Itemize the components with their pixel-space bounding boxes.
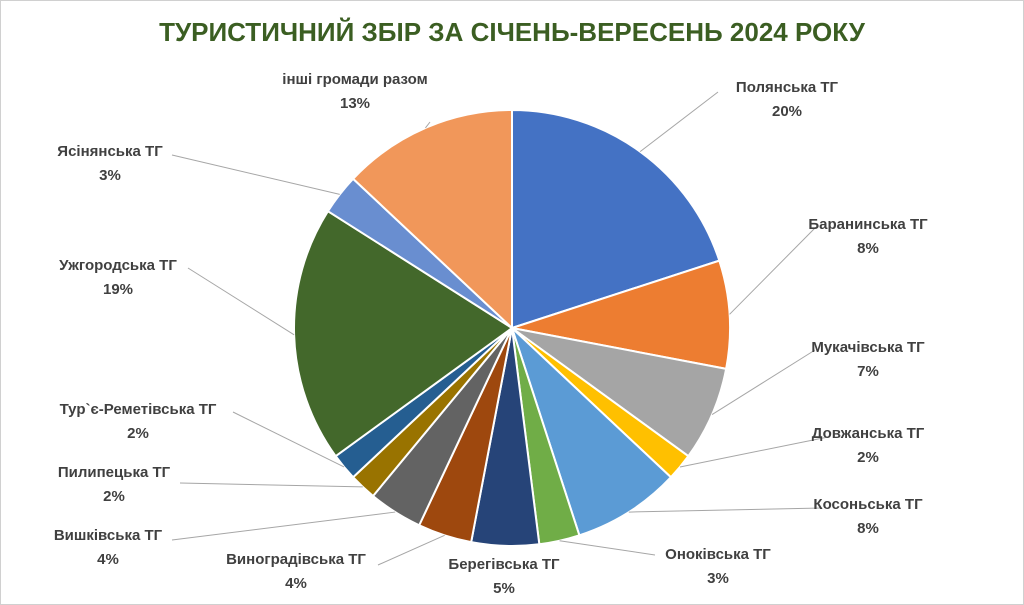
leader-line	[187, 267, 295, 336]
leader-line	[425, 121, 431, 129]
pie-slice	[351, 108, 513, 331]
slice-label: Оноківська ТГ	[665, 546, 771, 563]
slice-value-label: 13%	[340, 95, 370, 112]
slice-value-label: 2%	[127, 425, 149, 442]
slice-value-label: 4%	[97, 551, 119, 568]
slice-label: Баранинська ТГ	[808, 216, 928, 233]
slice-value-label: 19%	[103, 281, 133, 298]
slice-value-label: 8%	[857, 240, 879, 257]
pie-slice	[293, 209, 514, 458]
slice-label: Довжанська ТГ	[812, 425, 925, 442]
slice-value-label: 2%	[103, 488, 125, 505]
leader-line	[179, 482, 363, 488]
leader-line	[171, 511, 396, 541]
pie-slice	[511, 259, 731, 371]
slice-label: Косоньська ТГ	[813, 496, 923, 513]
slice-value-label: 5%	[493, 580, 515, 597]
leader-line	[232, 411, 345, 468]
slice-label: інші громади разом	[282, 71, 427, 88]
leader-line	[711, 349, 816, 416]
leader-line	[679, 436, 829, 468]
slice-label: Пилипецька ТГ	[58, 464, 171, 481]
slice-value-label: 3%	[99, 167, 121, 184]
slice-label: Вишківська ТГ	[54, 527, 163, 544]
slice-label: Полянська ТГ	[736, 79, 839, 96]
pie-slice	[511, 108, 721, 330]
leader-line	[639, 91, 719, 153]
slice-label: Тур`є-Реметівська ТГ	[60, 401, 217, 418]
slice-label: Ясінянська ТГ	[57, 143, 163, 160]
slice-label: Виноградівська ТГ	[226, 551, 366, 568]
slice-value-label: 3%	[707, 570, 729, 587]
slice-label: Ужгородська ТГ	[59, 257, 177, 274]
slice-value-label: 4%	[285, 575, 307, 592]
leader-line	[628, 507, 823, 513]
leader-line	[729, 227, 816, 315]
slice-label: Мукачівська ТГ	[811, 339, 925, 356]
slice-value-label: 2%	[857, 449, 879, 466]
slice-value-label: 8%	[857, 520, 879, 537]
slice-value-label: 7%	[857, 363, 879, 380]
slice-value-label: 20%	[772, 103, 802, 120]
leader-line	[171, 154, 340, 195]
pie-slice	[511, 327, 673, 537]
leader-line	[377, 534, 445, 566]
slice-label: Берегівська ТГ	[448, 556, 560, 573]
chart-title: ТУРИСТИЧНИЙ ЗБІР ЗА СІЧЕНЬ-ВЕРЕСЕНЬ 2024…	[159, 17, 866, 47]
leader-line	[559, 540, 656, 556]
